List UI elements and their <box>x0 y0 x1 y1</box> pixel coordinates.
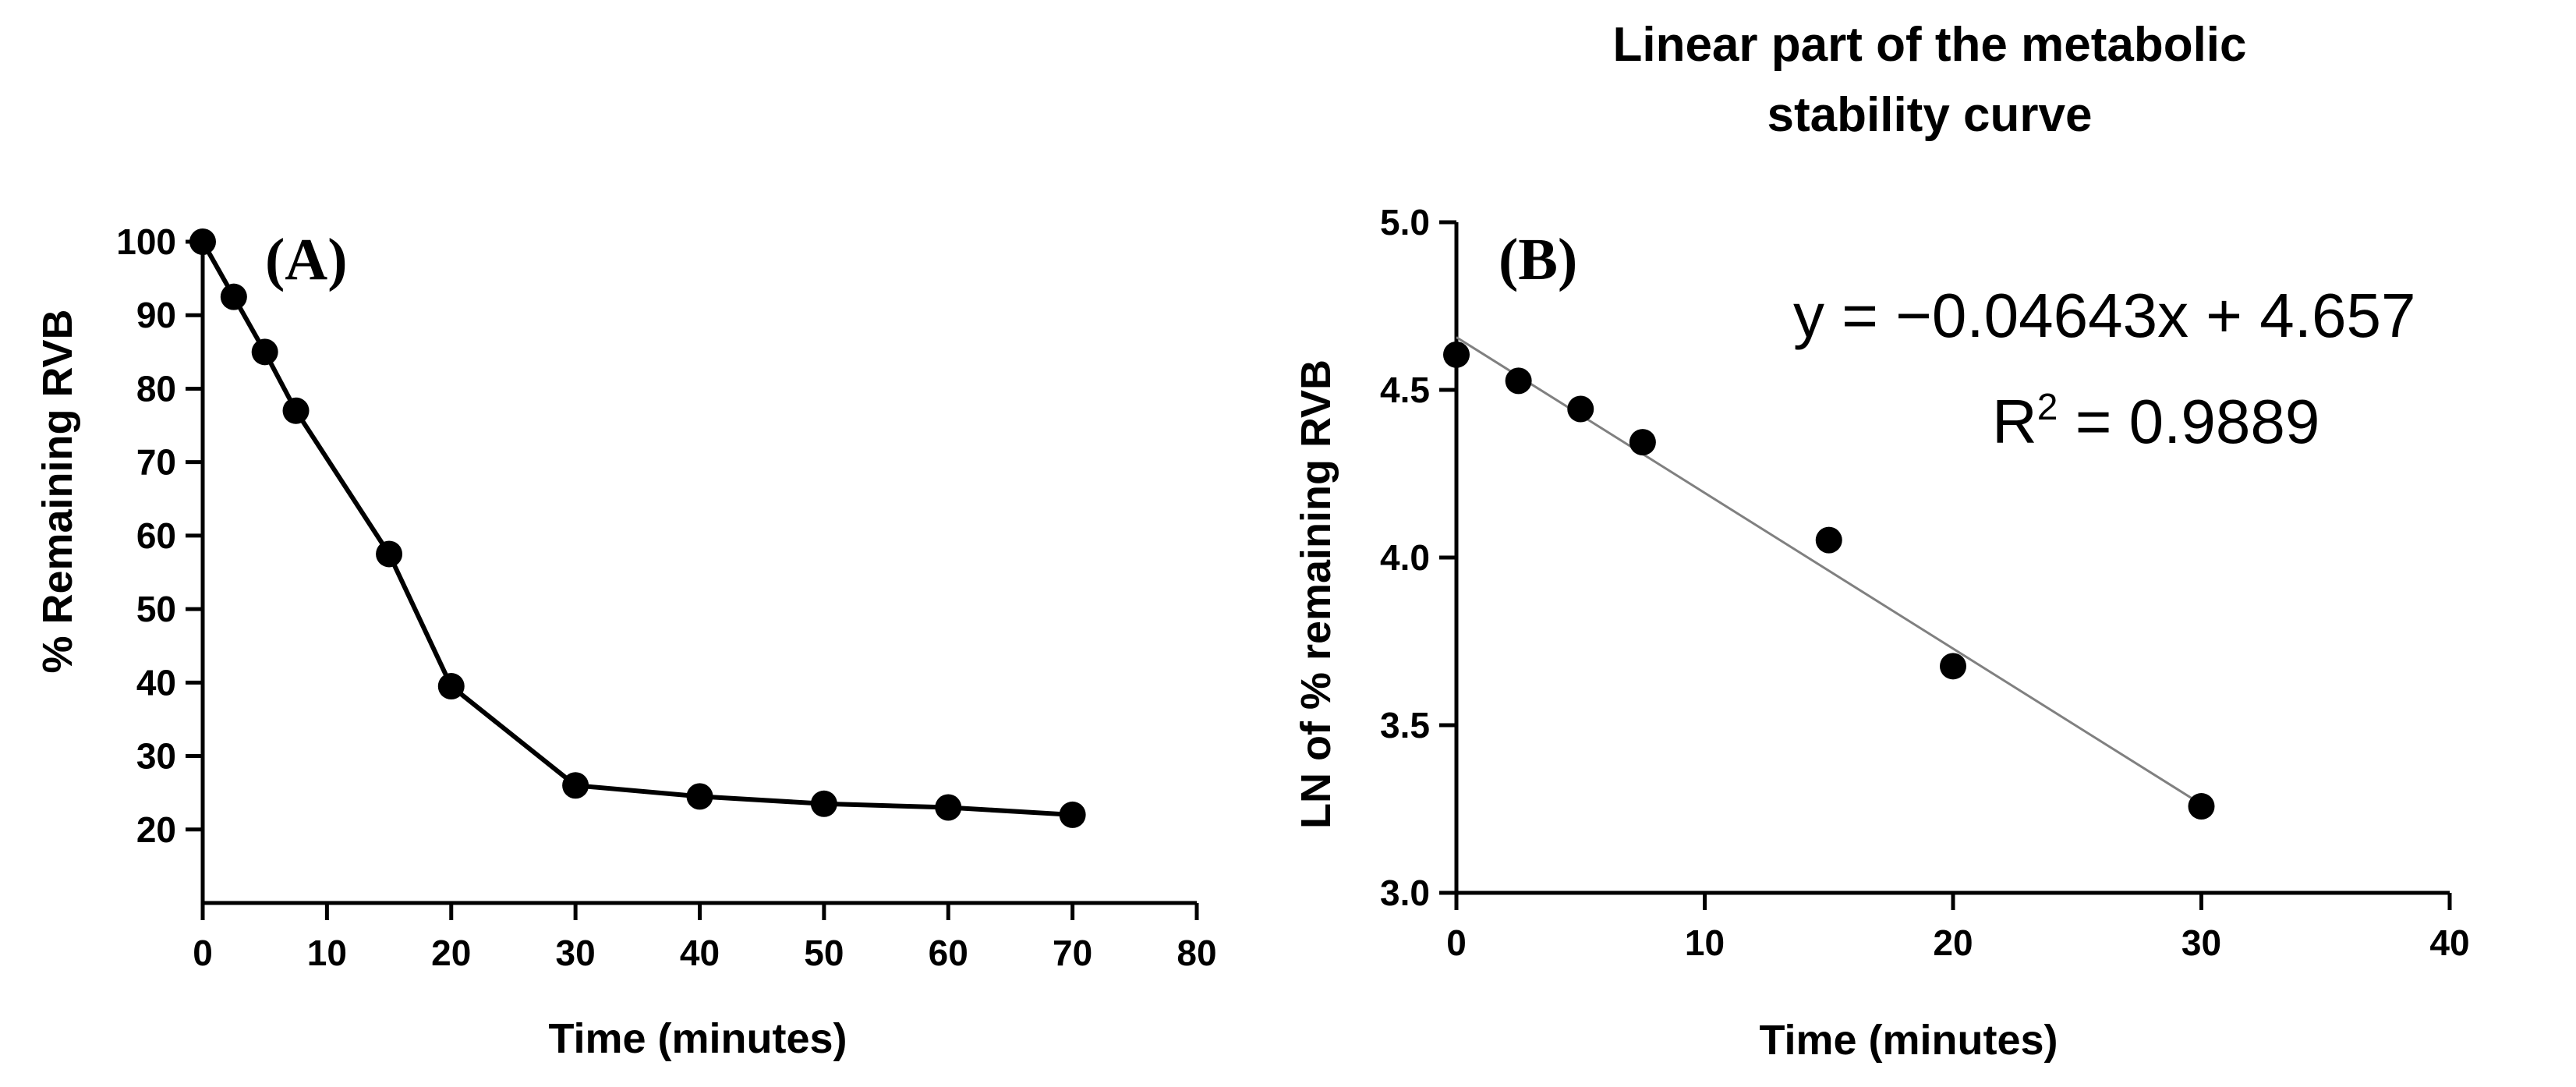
panel-b-y-axis-label: LN of % remaining RVB <box>1293 359 1339 829</box>
r-squared-label: R2 = 0.9889 <box>1992 387 2319 456</box>
panel-a-x-tick-label: 60 <box>929 933 968 973</box>
panel-b-y-tick-label: 4.0 <box>1380 537 1430 578</box>
panel-a-y-tick-label: 30 <box>136 736 176 777</box>
panel-b-data-point <box>1443 341 1470 368</box>
panel-b: (B) Time (minutes) LN of % remaining RVB… <box>1293 202 2470 1064</box>
panel-b-x-tick-label: 10 <box>1685 922 1725 963</box>
panel-a-y-tick-label: 100 <box>116 221 176 262</box>
panel-a-data-point <box>686 783 713 810</box>
panel-a-y-tick-label: 90 <box>136 295 176 335</box>
regression-equation: y = −0.04643x + 4.657 <box>1793 281 2415 350</box>
panel-a: (A) Time (minutes) % Remaining RVB 0 10 20… <box>34 221 1217 1062</box>
panel-a-x-tick-label: 50 <box>804 933 844 973</box>
panel-a-data-point <box>1059 801 1086 828</box>
panel-a-data-point <box>935 794 962 821</box>
panel-a-series-line <box>200 240 1073 817</box>
panel-b-data-point <box>1567 395 1594 423</box>
panel-a-x-axis-label: Time (minutes) <box>548 1015 847 1062</box>
panel-b-x-tick-label: 0 <box>1446 922 1467 963</box>
panel-a-y-tick-label: 40 <box>136 662 176 703</box>
panel-a-x-tick-label: 70 <box>1053 933 1092 973</box>
panel-b-y-tick-label: 3.0 <box>1380 873 1430 913</box>
panel-a-data-point <box>189 228 216 255</box>
panel-a-data-point <box>376 540 403 568</box>
panel-a-data-point <box>810 790 837 817</box>
panel-a-y-tick-label: 50 <box>136 589 176 629</box>
panel-a-x-tick-label: 20 <box>431 933 471 973</box>
panel-b-data-point <box>1505 367 1532 395</box>
panel-a-x-tick-label: 40 <box>680 933 720 973</box>
panel-b-x-tick-label: 30 <box>2181 922 2221 963</box>
panel-a-x-tick-label: 10 <box>307 933 347 973</box>
panel-b-y-tick-label: 4.5 <box>1380 370 1430 410</box>
panel-a-label: (A) <box>265 227 348 292</box>
panel-a-data-point <box>562 772 589 799</box>
panel-a-data-point <box>437 673 465 700</box>
panel-b-x-tick-label: 20 <box>1933 922 1973 963</box>
panel-a-x-tick-label: 80 <box>1177 933 1216 973</box>
panel-a-data-point <box>220 283 247 310</box>
panel-b-x-tick-label: 40 <box>2429 922 2469 963</box>
panel-b-x-axis-label: Time (minutes) <box>1759 1017 2058 1064</box>
panel-b-label: (B) <box>1499 227 1577 292</box>
chart-title-line-1: Linear part of the metabolic <box>1612 18 2246 72</box>
panel-a-data-point <box>251 338 278 366</box>
panel-a-y-tick-label: 70 <box>136 442 176 483</box>
panel-a-x-tick-label: 30 <box>556 933 596 973</box>
panel-b-data-point <box>1815 526 1842 554</box>
panel-b-y-tick-label: 3.5 <box>1380 705 1430 745</box>
panel-a-x-tick-label: 0 <box>193 933 213 973</box>
panel-a-y-tick-label: 60 <box>136 515 176 556</box>
panel-a-data-point <box>282 397 310 424</box>
chart-title-line-2: stability curve <box>1767 88 2093 142</box>
panel-b-data-point <box>2188 793 2215 820</box>
panel-b-y-tick-label: 5.0 <box>1380 202 1430 243</box>
panel-a-y-tick-label: 80 <box>136 368 176 409</box>
panel-b-data-point <box>1629 429 1656 456</box>
panel-a-y-tick-label: 20 <box>136 809 176 850</box>
panel-b-data-point <box>1940 653 1966 680</box>
panel-a-y-axis-label: % Remaining RVB <box>34 309 81 673</box>
